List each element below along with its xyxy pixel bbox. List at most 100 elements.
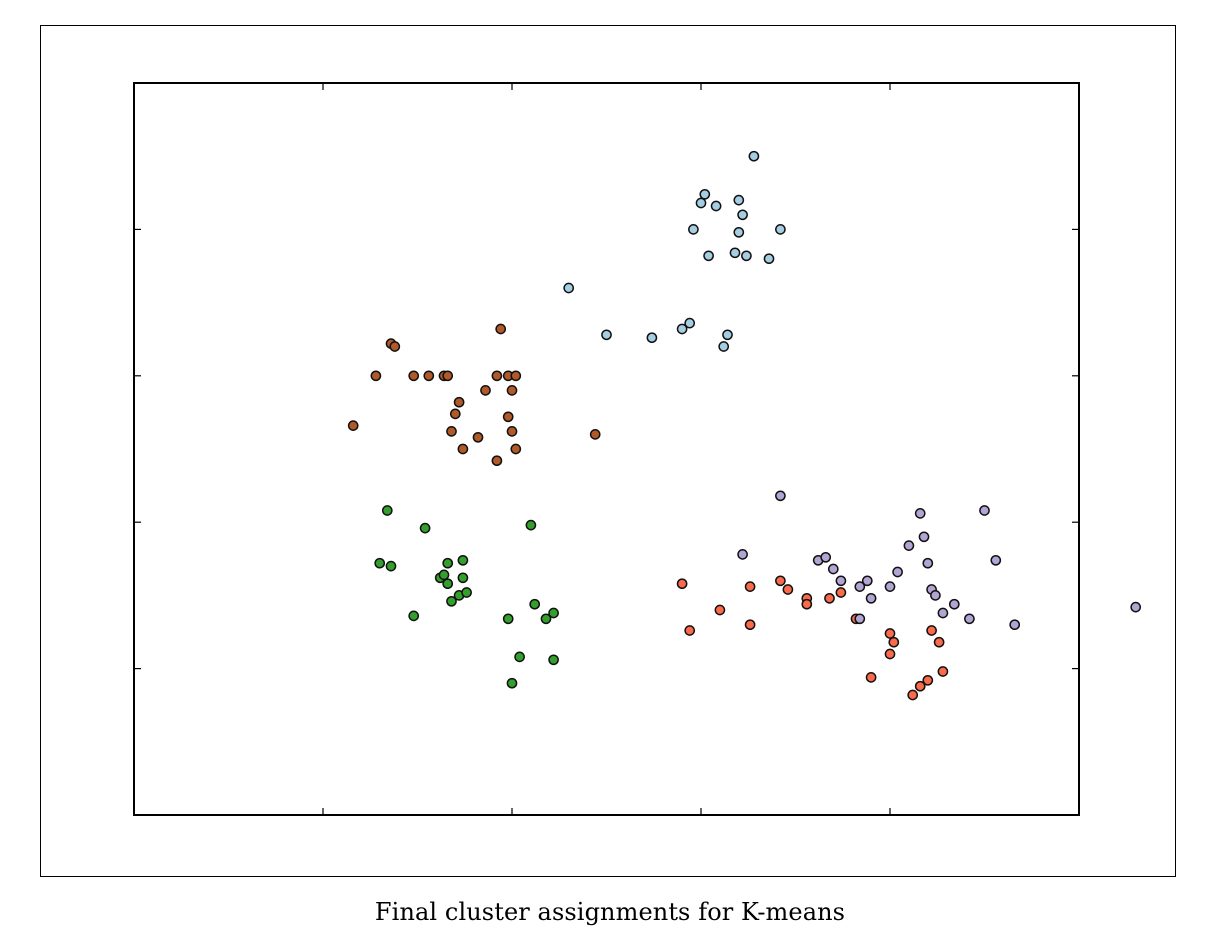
data-point: [741, 250, 752, 262]
data-point: [854, 581, 866, 592]
data-point: [684, 317, 696, 329]
data-point: [744, 619, 756, 631]
data-point: [903, 540, 915, 551]
data-point: [370, 370, 382, 382]
data-point: [922, 674, 934, 686]
data-point: [491, 370, 503, 382]
data-point: [748, 150, 760, 162]
data-point: [510, 370, 522, 382]
cluster-0-series: [563, 150, 786, 352]
data-point: [737, 549, 748, 560]
data-point: [884, 581, 896, 592]
data-point: [385, 560, 397, 572]
data-point: [676, 323, 688, 335]
data-point: [714, 604, 726, 616]
data-point: [442, 557, 454, 569]
data-point: [884, 648, 896, 660]
data-point: [457, 572, 469, 584]
data-point: [381, 505, 393, 516]
data-point: [964, 613, 975, 625]
data-point: [892, 566, 903, 578]
data-point: [1130, 601, 1142, 613]
data-points: [347, 150, 1142, 701]
data-point: [775, 575, 786, 587]
data-point: [684, 625, 696, 636]
data-point: [461, 587, 472, 598]
axis-ticks: [134, 83, 1079, 815]
figure-caption: Final cluster assignments for K-means: [374, 898, 846, 926]
data-point: [502, 411, 514, 423]
data-point: [718, 341, 730, 352]
data-point: [710, 200, 722, 212]
data-point: [990, 554, 1002, 566]
data-point: [930, 590, 941, 601]
data-point: [918, 531, 930, 543]
cluster-2-series: [374, 505, 559, 689]
data-point: [835, 575, 847, 587]
data-point: [854, 613, 866, 625]
data-point: [529, 598, 541, 610]
data-point: [1009, 619, 1021, 631]
data-point: [646, 332, 658, 344]
data-point: [835, 587, 847, 598]
plot-area: [133, 82, 1080, 816]
data-point: [419, 522, 431, 534]
data-point: [688, 224, 699, 235]
data-point: [744, 581, 756, 592]
data-point: [453, 396, 465, 408]
data-point: [472, 431, 484, 443]
data-point: [540, 613, 552, 625]
data-point: [733, 194, 745, 206]
data-point: [703, 250, 714, 262]
data-point: [389, 341, 401, 352]
data-point: [948, 598, 960, 610]
data-point: [699, 188, 711, 200]
data-point: [933, 636, 945, 648]
data-point: [525, 519, 537, 531]
data-point: [374, 557, 386, 569]
data-point: [423, 370, 435, 382]
data-point: [782, 584, 794, 595]
data-point: [449, 408, 461, 420]
data-point: [480, 385, 491, 396]
data-point: [457, 443, 469, 455]
data-point: [347, 420, 359, 431]
data-point: [676, 578, 688, 590]
data-point: [775, 490, 786, 502]
data-point: [722, 329, 733, 341]
data-point: [495, 323, 507, 335]
data-point: [408, 370, 420, 382]
data-point: [695, 197, 707, 209]
data-point: [457, 554, 469, 566]
data-point: [763, 253, 775, 265]
data-point: [510, 443, 522, 455]
data-point: [548, 607, 559, 619]
data-point: [506, 677, 518, 689]
cluster-4-series: [737, 490, 1142, 631]
data-point: [408, 610, 420, 622]
data-point: [491, 455, 503, 467]
data-point: [563, 282, 575, 294]
data-point: [926, 625, 937, 636]
data-point: [775, 224, 786, 235]
data-point: [446, 595, 457, 607]
cluster-1-series: [347, 323, 601, 467]
data-point: [506, 385, 518, 396]
data-point: [865, 672, 877, 683]
data-point: [888, 636, 900, 648]
data-point: [922, 557, 934, 569]
cluster-3-series: [676, 575, 949, 701]
data-point: [827, 563, 839, 575]
data-point: [601, 329, 612, 341]
data-point: [937, 666, 949, 677]
data-point: [865, 592, 877, 604]
data-point: [737, 209, 748, 221]
data-point: [438, 569, 450, 581]
data-point: [884, 628, 896, 639]
data-point: [979, 505, 990, 516]
data-point: [907, 689, 919, 701]
data-point: [442, 370, 454, 382]
data-point: [506, 426, 518, 437]
data-point: [442, 578, 454, 590]
